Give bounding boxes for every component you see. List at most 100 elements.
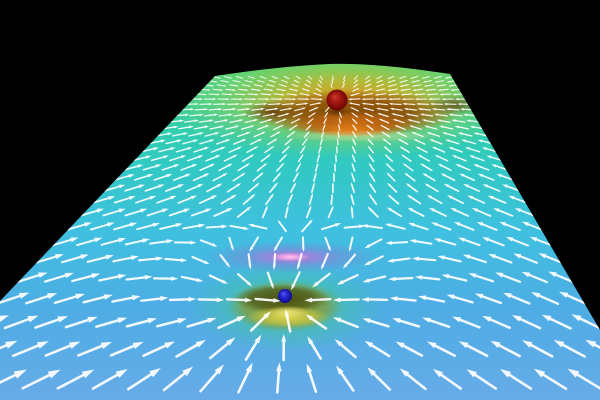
field-arrow [183, 119, 200, 123]
field-arrow [286, 131, 296, 138]
field-arrow [225, 88, 237, 91]
field-arrow [387, 79, 396, 83]
field-arrow [299, 93, 311, 96]
field-arrow [332, 297, 360, 303]
field-arrow [367, 367, 392, 391]
field-arrow [272, 172, 282, 182]
field-arrow [401, 154, 412, 162]
field-arrow [303, 130, 310, 138]
field-arrow [442, 132, 457, 137]
field-arrow [413, 138, 426, 145]
field-arrow [168, 155, 187, 162]
field-arrow [499, 221, 521, 231]
field-arrow [466, 369, 498, 390]
field-arrow [387, 98, 401, 101]
field-arrow [448, 113, 463, 117]
red-sphere-shadow-overlay [323, 107, 351, 117]
field-arrow [56, 369, 95, 390]
field-arrow [168, 208, 191, 217]
field-arrow [234, 93, 247, 96]
field-arrow [322, 123, 326, 131]
field-arrow [82, 294, 113, 304]
field-arrow [162, 125, 179, 130]
field-arrow [474, 293, 503, 305]
field-arrow [136, 222, 160, 231]
field-arrow [351, 153, 356, 163]
field-arrow [404, 172, 416, 182]
field-arrow [427, 98, 441, 101]
field-arrow [292, 171, 299, 182]
field-arrow [385, 162, 395, 172]
field-arrow [567, 368, 600, 391]
field-arrow [429, 139, 443, 145]
field-arrow [496, 174, 515, 181]
field-arrow [431, 222, 452, 231]
field-arrow [338, 117, 342, 125]
field-arrow [397, 138, 409, 145]
field-arrow [412, 88, 424, 92]
field-arrow [318, 145, 322, 154]
field-arrow [253, 84, 264, 87]
field-arrow [387, 75, 395, 80]
field-arrow [254, 102, 268, 106]
field-arrow [283, 75, 290, 80]
field-arrow [51, 237, 79, 247]
field-arrow [150, 155, 169, 162]
field-arrow [423, 84, 434, 87]
field-arrow [98, 273, 127, 282]
field-arrow [281, 79, 289, 83]
field-arrow [307, 75, 313, 80]
field-arrow [0, 340, 18, 358]
field-arrow [352, 83, 359, 88]
field-arrow [418, 295, 446, 303]
field-arrow [217, 98, 230, 101]
field-arrow [252, 172, 264, 182]
field-arrow [256, 125, 270, 131]
field-arrow [247, 93, 260, 96]
field-arrow [281, 333, 287, 362]
field-arrow [144, 184, 165, 192]
field-arrow [21, 369, 61, 390]
field-arrow [387, 182, 398, 193]
field-arrow [64, 316, 98, 329]
field-arrow [208, 108, 223, 111]
field-arrow [140, 296, 169, 302]
field-arrow [500, 368, 533, 390]
field-arrow [445, 139, 460, 145]
field-arrow [482, 184, 501, 192]
field-arrow [236, 206, 252, 218]
field-arrow [342, 79, 346, 85]
field-arrow [443, 102, 457, 106]
field-arrow [363, 88, 373, 92]
field-arrow [290, 182, 297, 194]
field-arrow [244, 98, 257, 101]
field-arrow [304, 83, 311, 88]
field-arrow [327, 205, 334, 219]
field-arrow [242, 193, 256, 205]
field-arrow [292, 112, 304, 118]
field-arrow [309, 107, 319, 112]
field-arrow [364, 118, 374, 124]
field-arrow [53, 293, 86, 305]
well-bright-core-overlay [268, 306, 308, 318]
field-arrow [177, 195, 198, 204]
field-arrow [305, 205, 312, 219]
field-arrow [306, 363, 318, 393]
field-arrow [203, 113, 219, 117]
field-arrow [387, 93, 400, 96]
field-arrow [389, 296, 417, 302]
field-arrow [138, 256, 164, 262]
field-arrow [375, 83, 385, 88]
field-arrow [259, 76, 268, 79]
field-arrow [149, 239, 174, 245]
field-arrow [324, 236, 331, 252]
field-arrow [109, 341, 144, 357]
field-arrow [34, 316, 69, 329]
field-arrow [422, 80, 432, 83]
field-arrow [164, 257, 188, 263]
field-arrow [229, 224, 250, 230]
field-arrow [199, 102, 213, 106]
field-arrow [339, 111, 342, 118]
field-arrow [178, 125, 194, 130]
